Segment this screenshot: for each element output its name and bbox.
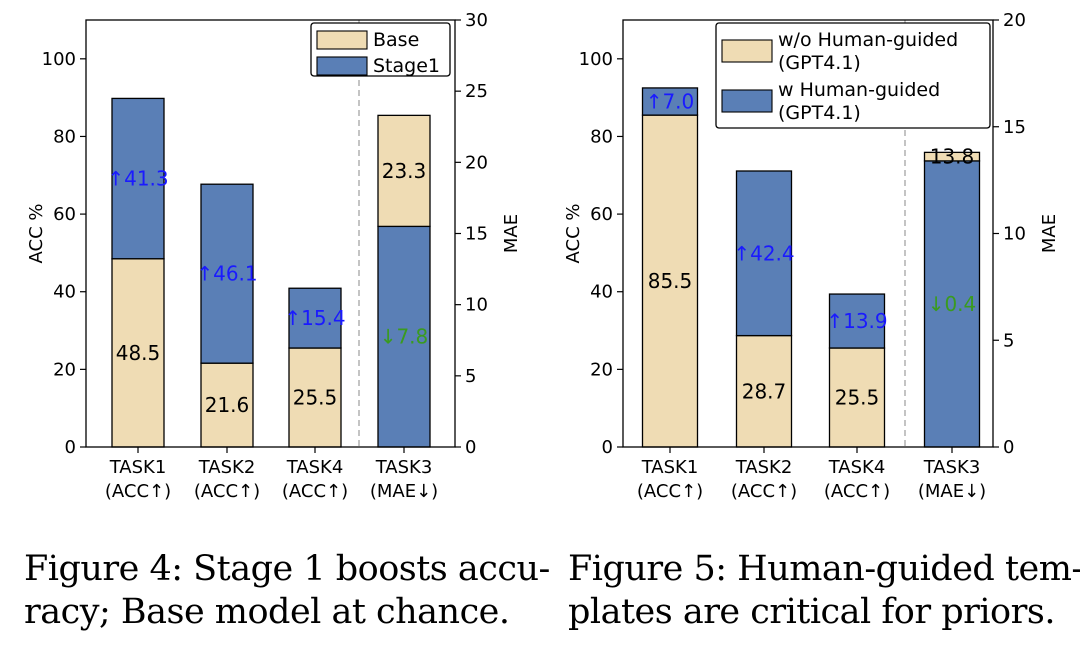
y2-tick-label: 0 xyxy=(465,437,476,458)
y-axis-title: ACC % xyxy=(26,204,47,264)
y-tick-label: 60 xyxy=(53,204,76,225)
x-tick-label: TASK1 xyxy=(109,457,167,478)
y-axis-title: ACC % xyxy=(563,204,584,264)
caption-line: plates are critical for priors. xyxy=(568,592,1055,632)
bar-bottom-label: ↓0.4 xyxy=(928,292,977,316)
x-tick-label: TASK4 xyxy=(286,457,344,478)
y2-tick-label: 5 xyxy=(465,366,476,387)
bar-segment-bottom xyxy=(923,160,981,448)
caption-line: racy; Base model at chance. xyxy=(24,592,510,632)
legend-swatch xyxy=(316,30,368,50)
x-tick-sublabel: (ACC↑) xyxy=(194,481,260,502)
legend-label: Base xyxy=(373,29,419,51)
figure-5-caption: Figure 5: Human-guided tem- plates are c… xyxy=(568,548,1080,634)
y2-tick-label: 10 xyxy=(1003,224,1026,245)
y2-tick-label: 20 xyxy=(465,152,488,173)
y-tick-label: 0 xyxy=(602,437,613,458)
y-tick-label: 80 xyxy=(53,126,76,147)
bar-segment-top xyxy=(377,114,431,228)
bar-top-label: ↑7.0 xyxy=(646,90,695,114)
y2-tick-label: 0 xyxy=(1003,437,1014,458)
y2-tick-label: 5 xyxy=(1003,330,1014,351)
bar-bottom-label: 25.5 xyxy=(835,386,880,410)
x-tick-sublabel: (MAE↓) xyxy=(370,481,438,502)
y-tick-label: 40 xyxy=(590,282,613,303)
figure-5-chart: ↑7.0 85.5 ↑42.4 28.7 ↑13.9 25.5 13.8 ↓0.4 0 20 40 6… xyxy=(563,10,1060,502)
bar-segment-bottom xyxy=(377,225,431,448)
y-tick-label: 0 xyxy=(65,437,76,458)
legend-swatch xyxy=(721,39,773,63)
y2-axis-title: MAE xyxy=(501,214,522,253)
bar-top-label: 13.8 xyxy=(930,145,975,169)
x-tick-sublabel: (ACC↑) xyxy=(105,481,171,502)
x-tick-label: TASK2 xyxy=(198,457,256,478)
legend-label: (GPT4.1) xyxy=(778,102,861,124)
bar-bottom-label: ↓7.8 xyxy=(380,325,429,349)
x-tick-label: TASK3 xyxy=(923,457,981,478)
y2-tick-label: 25 xyxy=(465,81,488,102)
y-tick-label: 40 xyxy=(53,282,76,303)
bar-top-label: ↑41.3 xyxy=(107,167,168,191)
bar-top-label: ↑13.9 xyxy=(826,309,887,333)
x-tick-label: TASK2 xyxy=(735,457,793,478)
y-tick-label: 20 xyxy=(590,359,613,380)
legend-label: (GPT4.1) xyxy=(778,52,861,74)
caption-line: Figure 4: Stage 1 boosts accu- xyxy=(24,549,550,589)
legend-label: Stage1 xyxy=(373,55,440,77)
bar-segment-top xyxy=(200,183,254,364)
bar-segment-bottom xyxy=(641,114,699,448)
legend-label: w/o Human-guided xyxy=(778,29,958,51)
y-tick-label: 80 xyxy=(590,126,613,147)
bar-bottom-label: 21.6 xyxy=(205,393,250,417)
bar-top-label: 23.3 xyxy=(382,159,427,183)
bar-top-label: ↑46.1 xyxy=(196,262,257,286)
bar-bottom-label: 25.5 xyxy=(293,386,338,410)
bar-segment-top xyxy=(735,170,793,337)
y2-axis-title: MAE xyxy=(1039,214,1060,253)
x-tick-label: TASK3 xyxy=(375,457,433,478)
legend-swatch xyxy=(721,89,773,113)
y2-tick-label: 20 xyxy=(1003,10,1026,31)
x-tick-sublabel: (ACC↑) xyxy=(824,481,890,502)
bar-segment-top xyxy=(923,151,981,162)
bar-bottom-label: 28.7 xyxy=(742,379,787,403)
bar-bottom-label: 85.5 xyxy=(648,269,693,293)
bar-top-label: ↑15.4 xyxy=(284,306,345,330)
x-tick-sublabel: (MAE↓) xyxy=(918,481,986,502)
y-tick-label: 100 xyxy=(42,49,76,70)
bar-top-label: ↑42.4 xyxy=(733,241,794,265)
bar-segment-top xyxy=(288,287,342,349)
bar-segment-top xyxy=(828,293,886,349)
x-tick-sublabel: (ACC↑) xyxy=(282,481,348,502)
x-tick-label: TASK1 xyxy=(641,457,699,478)
figure-4-chart: ↑41.3 48.5 ↑46.1 21.6 ↑15.4 25.5 23.3 ↓7.8 0 20 40… xyxy=(26,10,522,502)
y2-tick-label: 15 xyxy=(1003,117,1026,138)
legend-box xyxy=(715,22,991,129)
y-tick-label: 20 xyxy=(53,359,76,380)
bar-segment-top xyxy=(111,97,165,260)
bar-segment-bottom xyxy=(200,362,254,448)
legend-label: w Human-guided xyxy=(778,79,940,101)
x-tick-sublabel: (ACC↑) xyxy=(731,481,797,502)
bar-segment-top xyxy=(641,87,699,116)
x-tick-label: TASK4 xyxy=(828,457,886,478)
legend-swatch xyxy=(316,56,368,76)
figure-4-caption: Figure 4: Stage 1 boosts accu- racy; Bas… xyxy=(24,548,550,634)
bar-segment-bottom xyxy=(111,258,165,448)
bar-bottom-label: 48.5 xyxy=(116,341,161,365)
y2-tick-label: 10 xyxy=(465,295,488,316)
y-tick-label: 60 xyxy=(590,204,613,225)
y-tick-label: 100 xyxy=(579,49,613,70)
y2-tick-label: 15 xyxy=(465,224,488,245)
caption-line: Figure 5: Human-guided tem- xyxy=(568,549,1080,589)
y2-tick-label: 30 xyxy=(465,10,488,31)
x-tick-sublabel: (ACC↑) xyxy=(637,481,703,502)
